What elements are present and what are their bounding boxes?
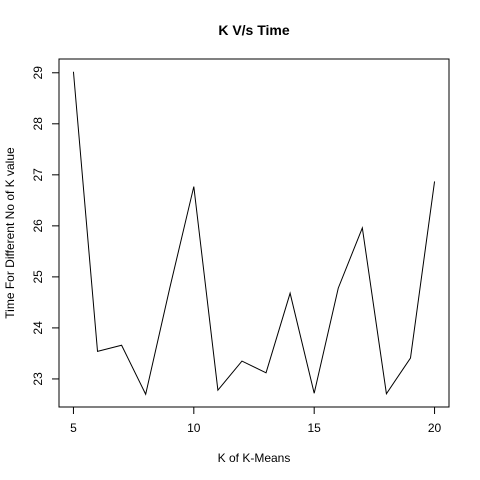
y-tick-label: 24 [31,321,45,335]
y-tick-label: 25 [31,270,45,284]
y-tick-label: 27 [31,168,45,182]
x-axis: 5 10 15 20 [70,407,442,435]
series-line [72,71,436,396]
x-tick-label: 15 [308,421,322,435]
x-tick-label: 20 [428,421,442,435]
chart-title: K V/s Time [218,22,290,38]
y-axis-label: Time For Different No of K value [3,147,17,319]
y-tick-label: 26 [31,219,45,233]
x-axis-label: K of K-Means [218,451,291,465]
y-tick-label: 29 [31,66,45,80]
y-tick-label: 23 [31,372,45,386]
y-tick-label: 28 [31,117,45,131]
y-axis: 23 24 25 26 27 28 29 [31,66,59,386]
x-tick-label: 5 [70,421,77,435]
x-tick-label: 10 [187,421,201,435]
plot-frame [58,58,450,408]
